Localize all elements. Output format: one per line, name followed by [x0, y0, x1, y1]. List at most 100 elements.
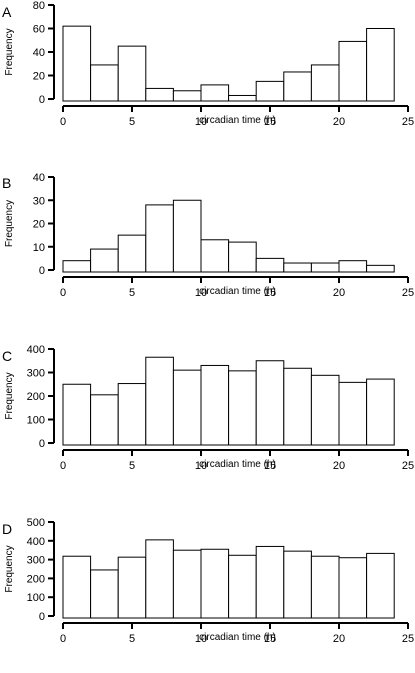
histogram-bar: [338, 40, 368, 102]
histogram-bar: [172, 90, 202, 102]
y-tick-label: 200: [27, 573, 45, 585]
histogram-bar: [145, 539, 174, 619]
y-tick-label: 40: [33, 172, 45, 184]
x-tick-label: 0: [60, 116, 66, 128]
histogram-bar: [62, 260, 92, 273]
x-tick-label: 0: [60, 287, 66, 299]
histogram-bar: [200, 84, 230, 102]
x-tick-label: 10: [195, 287, 207, 299]
histogram-bar: [200, 239, 230, 273]
x-tick-label: 0: [60, 460, 66, 472]
y-tick-label: 60: [33, 24, 45, 36]
histogram-bar: [366, 378, 395, 446]
histogram-bar: [255, 360, 285, 446]
x-tick-label: 5: [129, 633, 135, 645]
panel-letter: A: [2, 4, 12, 20]
histogram-bar: [283, 367, 312, 446]
histogram-bar: [283, 262, 312, 273]
y-tick-label: 0: [39, 265, 45, 277]
y-tick-label: 100: [27, 592, 45, 604]
panel-a: 0 20 40 60 80 0 5 10 15 20 25 circadian time (h) Fre…: [2, 0, 414, 128]
x-tick-label: 20: [333, 287, 345, 299]
histogram-bar: [62, 555, 92, 619]
histogram-bar: [283, 550, 312, 619]
histogram-bar: [117, 45, 147, 102]
y-tick-label: 100: [27, 415, 45, 427]
panel-d: 0 100 200 300 400 500 0 5 10 15 20 25 circadian time…: [2, 517, 414, 645]
x-axis-label: circadian time (h): [199, 632, 276, 643]
x-tick-label: 15: [264, 460, 276, 472]
histogram-bar: [200, 364, 230, 446]
y-tick-label: 400: [27, 536, 45, 548]
y-tick-label: 40: [33, 47, 45, 59]
histogram-bar: [62, 383, 92, 446]
histogram-bar: [90, 394, 119, 446]
histogram-bar: [310, 555, 340, 619]
y-axis-label: Frequency: [4, 372, 15, 419]
histogram-bar: [117, 383, 147, 446]
histogram-bar: [62, 25, 92, 102]
histogram-bar: [172, 369, 202, 446]
histogram-bar: [283, 71, 312, 102]
y-axis-label: Frequency: [4, 200, 15, 247]
histogram-bar: [145, 204, 174, 273]
x-axis-label: circadian time (h): [199, 286, 276, 297]
histogram-bar: [338, 381, 368, 446]
histogram-bar: [145, 87, 174, 102]
y-tick-label: 200: [27, 391, 45, 403]
y-tick-label: 80: [33, 0, 45, 12]
histogram-bar: [310, 262, 340, 273]
histogram-bar: [338, 557, 368, 619]
y-tick-label: 0: [39, 611, 45, 623]
y-tick-label: 20: [33, 219, 45, 231]
histogram-bar: [228, 241, 257, 273]
x-tick-label: 10: [195, 460, 207, 472]
x-tick-label: 0: [60, 633, 66, 645]
y-tick-label: 20: [33, 71, 45, 83]
histogram-bar: [228, 370, 257, 446]
x-tick-label: 25: [402, 460, 414, 472]
histogram-bar: [338, 260, 368, 273]
x-tick-label: 25: [402, 116, 414, 128]
x-tick-label: 20: [333, 460, 345, 472]
histogram-bar: [255, 257, 285, 273]
panel-c: 0 100 200 300 400 0 5 10 15 20 25 circadian time (h…: [2, 344, 414, 472]
x-tick-label: 15: [264, 633, 276, 645]
histogram-bar: [90, 569, 119, 619]
panel-b: 0 10 20 30 40 0 5 10 15 20 25 circadian time (h) Fre…: [2, 172, 414, 299]
histogram-bar: [90, 64, 119, 102]
histogram-bar: [366, 264, 395, 273]
histogram-bar: [255, 80, 285, 102]
y-axis-label: Frequency: [4, 28, 15, 75]
x-tick-label: 10: [195, 633, 207, 645]
y-tick-label: 400: [27, 344, 45, 356]
y-tick-label: 0: [39, 438, 45, 450]
x-axis-label: circadian time (h): [199, 115, 276, 126]
histogram-bar: [310, 374, 340, 446]
y-tick-label: 0: [39, 94, 45, 106]
x-tick-label: 10: [195, 116, 207, 128]
panel-letter: B: [2, 175, 11, 191]
x-tick-label: 20: [333, 116, 345, 128]
histogram-bar: [310, 64, 340, 102]
x-tick-label: 5: [129, 287, 135, 299]
histogram-bar: [145, 356, 174, 446]
histogram-bar: [366, 28, 395, 102]
y-tick-label: 500: [27, 517, 45, 529]
x-tick-label: 25: [402, 633, 414, 645]
histogram-bar: [200, 548, 230, 619]
histogram-bar: [117, 234, 147, 273]
x-tick-label: 20: [333, 633, 345, 645]
histogram-bar: [172, 549, 202, 619]
histogram-bar: [255, 545, 285, 619]
histogram-bar: [366, 552, 395, 619]
y-tick-label: 30: [33, 195, 45, 207]
y-axis-label: Frequency: [4, 545, 15, 592]
x-tick-label: 15: [264, 287, 276, 299]
y-tick-label: 10: [33, 242, 45, 254]
panel-letter: C: [2, 348, 12, 364]
y-tick-label: 300: [27, 368, 45, 380]
histogram-bar: [172, 199, 202, 273]
y-tick-label: 300: [27, 555, 45, 567]
